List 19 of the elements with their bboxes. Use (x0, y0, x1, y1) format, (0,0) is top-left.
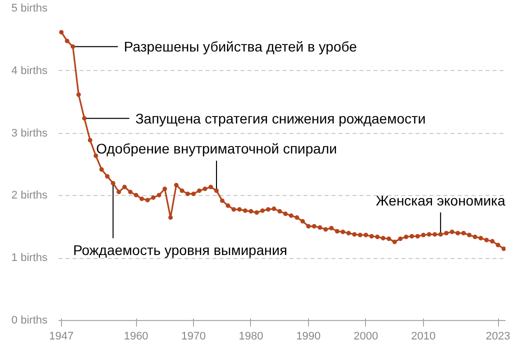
annotation: Женская экономика (376, 192, 506, 208)
x-tick-label: 2000 (354, 330, 378, 342)
annotation: Рождаемость уровня вымирания (73, 242, 288, 258)
annotation: Разрешены убийства детей в уробе (124, 38, 358, 55)
x-tick-label: 1990 (296, 330, 321, 342)
x-tick-label: 1980 (238, 330, 264, 342)
y-tick-label: 5 births (11, 2, 48, 14)
annotation: Одобрение внутриматочной спирали (96, 140, 337, 157)
x-tick-label: 1947 (49, 330, 74, 342)
x-tick-label: 1970 (181, 330, 206, 342)
y-tick-label: 0 births (11, 314, 48, 326)
y-tick-label: 2 births (11, 190, 48, 202)
annotation: Запущена стратегия снижения рождаемости (135, 110, 426, 126)
y-tick-label: 3 births (11, 127, 48, 140)
x-tick-label: 2023 (486, 330, 510, 342)
y-tick-label: 4 births (11, 64, 48, 77)
x-tick-label: 2010 (411, 330, 436, 342)
y-tick-label: 1 births (11, 252, 48, 264)
x-tick-label: 1960 (124, 330, 148, 342)
